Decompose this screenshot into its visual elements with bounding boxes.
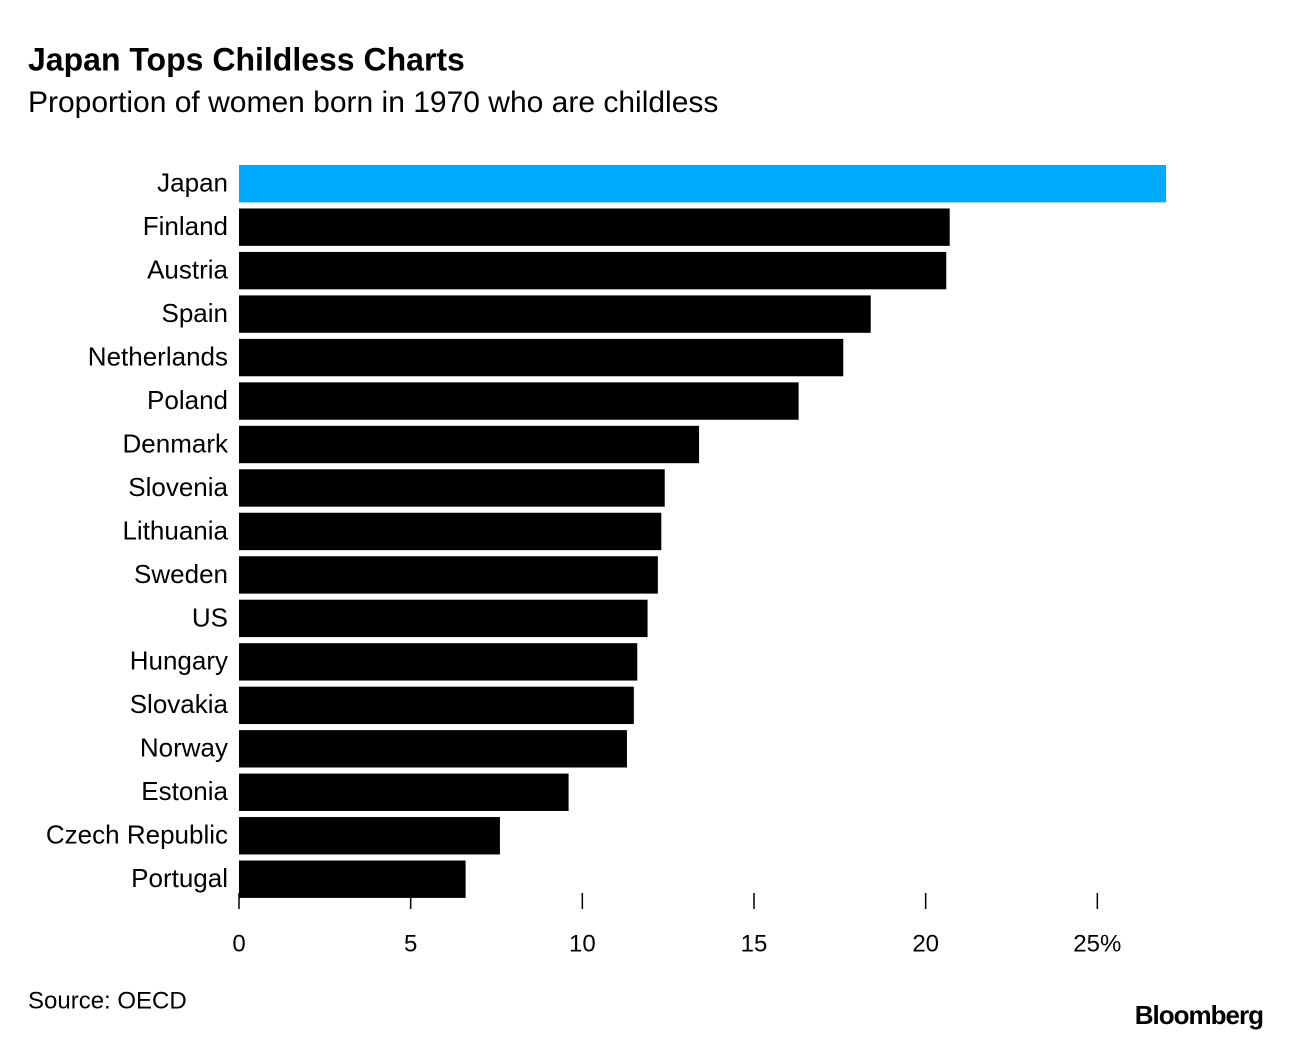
category-label: Japan bbox=[157, 168, 228, 198]
x-tick-label: 10 bbox=[569, 930, 596, 957]
bar bbox=[239, 599, 648, 638]
category-label: Denmark bbox=[123, 428, 229, 458]
x-tick-label: 25% bbox=[1073, 930, 1121, 957]
category-label: Estonia bbox=[141, 776, 228, 806]
bar bbox=[239, 686, 634, 725]
category-label: Czech Republic bbox=[46, 820, 228, 850]
bar bbox=[239, 556, 658, 594]
category-label: Spain bbox=[162, 298, 229, 328]
bar bbox=[239, 817, 500, 855]
bar bbox=[239, 251, 947, 290]
bar bbox=[239, 338, 844, 377]
bar bbox=[239, 295, 871, 333]
bar bbox=[239, 643, 638, 681]
bar bbox=[239, 165, 1166, 203]
category-label: Slovakia bbox=[130, 689, 229, 719]
bar bbox=[239, 469, 665, 507]
bar bbox=[239, 730, 627, 768]
category-label: Lithuania bbox=[122, 515, 228, 545]
x-tick-label: 0 bbox=[232, 930, 245, 957]
category-label: Portugal bbox=[131, 863, 228, 893]
chart-subtitle: Proportion of women born in 1970 who are… bbox=[28, 86, 718, 119]
bar bbox=[239, 512, 662, 551]
category-label: Netherlands bbox=[88, 341, 228, 371]
category-label: US bbox=[192, 602, 228, 632]
category-label: Finland bbox=[143, 211, 228, 241]
category-label: Austria bbox=[147, 255, 228, 285]
source: Source: OECD bbox=[28, 987, 187, 1014]
x-tick-label: 5 bbox=[404, 930, 417, 957]
chart-title: Japan Tops Childless Charts bbox=[28, 41, 465, 77]
bar bbox=[239, 208, 950, 246]
category-label: Poland bbox=[147, 385, 228, 415]
category-label: Slovenia bbox=[128, 472, 228, 502]
category-label: Hungary bbox=[130, 646, 228, 676]
bar bbox=[239, 425, 700, 464]
brand: Bloomberg bbox=[1135, 1000, 1263, 1030]
bar bbox=[239, 382, 799, 420]
category-label: Sweden bbox=[134, 559, 228, 589]
bar bbox=[239, 773, 569, 811]
x-tick-label: 15 bbox=[741, 930, 768, 957]
bar bbox=[239, 860, 466, 898]
x-tick-label: 20 bbox=[912, 930, 939, 957]
category-label: Norway bbox=[140, 733, 228, 763]
